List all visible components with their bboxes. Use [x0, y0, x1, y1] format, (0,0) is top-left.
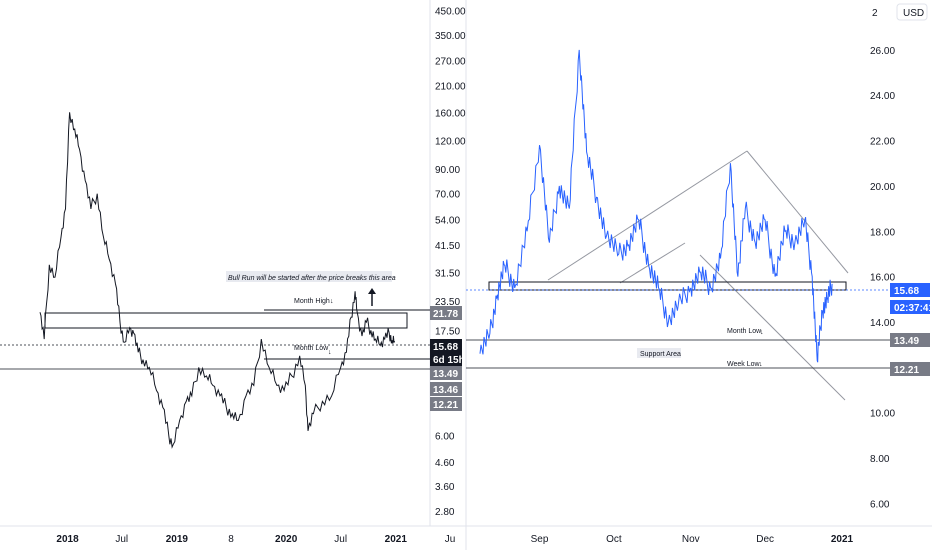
- left-price-badges: 21.78 15.68 6d 15h 13.49 13.46 12.21: [430, 306, 465, 411]
- left-y-tick-label: 160.00: [435, 108, 466, 119]
- right-x-tick-label: Sep: [531, 534, 549, 545]
- left-month-low-arrow-icon: ↓: [328, 349, 332, 356]
- bull-run-annotation-bg: [226, 271, 392, 282]
- left-y-tick-label: 4.60: [435, 458, 455, 469]
- right-y-tick-label: 22.00: [870, 137, 895, 148]
- right-week-low-label: Week Low: [727, 361, 760, 368]
- left-x-tick-label: 2020: [275, 534, 298, 545]
- left-price-badge-label: 12.21: [433, 400, 458, 411]
- left-month-low-label: Month Low: [294, 345, 329, 352]
- left-price-badge-label: 6d 15h: [433, 355, 465, 366]
- currency-unit-label: USD: [903, 8, 924, 19]
- left-y-tick-label: 3.60: [435, 482, 455, 493]
- left-y-tick-label: 41.50: [435, 241, 460, 252]
- left-price-axis[interactable]: 450.00 350.00 270.00 210.00 160.00 120.00 90.0…: [435, 6, 466, 517]
- left-price-badge: [430, 339, 462, 353]
- right-price-badge-label: 12.21: [894, 365, 919, 376]
- left-y-tick-label: 17.50: [435, 326, 460, 337]
- left-y-tick-label: 90.00: [435, 165, 460, 176]
- left-y-tick-label: 450.00: [435, 6, 466, 17]
- left-month-high-arrow-icon: ↓: [330, 298, 334, 305]
- right-y-tick-label: 20.00: [870, 182, 895, 193]
- left-x-tick-label: 8: [228, 534, 234, 545]
- right-y-tick-label: 26.00: [870, 46, 895, 57]
- right-chart-panel[interactable]: 26.0024.0022.0020.0018.0016.0014.0010.00…: [465, 0, 932, 550]
- descending-trendline-lower[interactable]: [699, 254, 846, 401]
- right-price-badge: [890, 300, 930, 314]
- left-x-tick-label: Jul: [115, 534, 128, 545]
- right-price-badges: 15.68 02:37:41 13.49 12.21: [890, 283, 932, 376]
- left-price-series: [39, 112, 396, 449]
- left-y-tick-label: 120.00: [435, 137, 466, 148]
- left-y-tick-label: 23.50: [435, 297, 460, 308]
- right-y-tick-label: 24.00: [870, 91, 895, 102]
- bull-run-annotation: Bull Run will be started after the price…: [228, 275, 396, 282]
- right-y-tick-label: 16.00: [870, 273, 895, 284]
- ascending-trendline[interactable]: [547, 150, 748, 281]
- left-price-badge-label: 13.49: [433, 369, 458, 380]
- left-price-badge-label: 15.68: [433, 342, 458, 353]
- right-time-axis[interactable]: Sep Oct Nov Dec 2021: [531, 534, 854, 545]
- left-y-tick-label: 31.50: [435, 268, 460, 279]
- left-time-axis[interactable]: 2018 Jul 2019 8 2020 Jul 2021 Ju: [56, 534, 455, 545]
- left-price-badge: [430, 397, 462, 411]
- right-top-partial-tick: 2: [872, 8, 878, 19]
- left-y-tick-label: 70.00: [435, 190, 460, 201]
- right-y-tick-label: 18.00: [870, 227, 895, 238]
- left-price-badge: [430, 352, 462, 366]
- left-price-badge: [430, 306, 462, 320]
- left-chart-panel[interactable]: 450.00 350.00 270.00 210.00 160.00 120.00 90.0…: [0, 0, 466, 545]
- right-price-badge: [890, 333, 930, 347]
- left-y-tick-label: 2.80: [435, 507, 455, 518]
- left-y-tick-label: 6.00: [435, 432, 455, 443]
- right-y-tick-label: 8.00: [870, 454, 890, 465]
- up-arrow-head-icon: [368, 288, 376, 294]
- right-y-tick-label: 10.00: [870, 409, 895, 420]
- left-x-tick-label: 2018: [56, 534, 79, 545]
- ascending-channel-lower-line[interactable]: [619, 242, 686, 284]
- right-price-series: [479, 49, 833, 363]
- left-y-tick-label: 54.00: [435, 215, 460, 226]
- left-y-tick-label: 270.00: [435, 57, 466, 68]
- left-price-badge-label: 13.46: [433, 385, 458, 396]
- right-x-tick-label: Dec: [756, 534, 774, 545]
- support-area-bg: [637, 348, 681, 358]
- right-month-low-label: Month Low: [727, 328, 762, 335]
- right-y-tick-label: 14.00: [870, 318, 895, 329]
- right-x-tick-label: 2021: [831, 534, 854, 545]
- right-x-tick-label: Nov: [682, 534, 700, 545]
- right-price-badge-label: 15.68: [894, 286, 919, 297]
- right-price-badge: [890, 362, 930, 376]
- right-y-tick-label: 6.00: [870, 499, 890, 510]
- left-price-badge-label: 21.78: [433, 309, 458, 320]
- right-x-tick-label: Oct: [606, 534, 622, 545]
- right-price-badge: [890, 283, 930, 297]
- right-week-low-arrow-icon: ↓: [759, 361, 763, 368]
- descending-trendline-upper[interactable]: [746, 150, 849, 274]
- support-area-label: Support Area: [640, 351, 681, 358]
- left-y-tick-label: 350.00: [435, 31, 466, 42]
- left-x-tick-label: Jul: [334, 534, 347, 545]
- left-y-tick-label: 210.00: [435, 81, 466, 92]
- left-x-tick-label: Ju: [445, 534, 456, 545]
- currency-unit-button[interactable]: [896, 3, 928, 21]
- right-price-badge-label: 13.49: [894, 336, 919, 347]
- left-x-tick-label: 2021: [385, 534, 408, 545]
- left-month-high-label: Month High: [294, 298, 330, 305]
- left-price-badge: [430, 366, 462, 380]
- right-price-axis[interactable]: 26.00 24.00 22.00 20.00 18.00 16.00 14.00 10.00…: [870, 46, 895, 510]
- right-price-badge-label: 02:37:41: [894, 303, 932, 314]
- right-month-low-arrow-icon: ↓: [760, 329, 764, 336]
- left-price-badge: [430, 382, 462, 396]
- left-x-tick-label: 2019: [166, 534, 189, 545]
